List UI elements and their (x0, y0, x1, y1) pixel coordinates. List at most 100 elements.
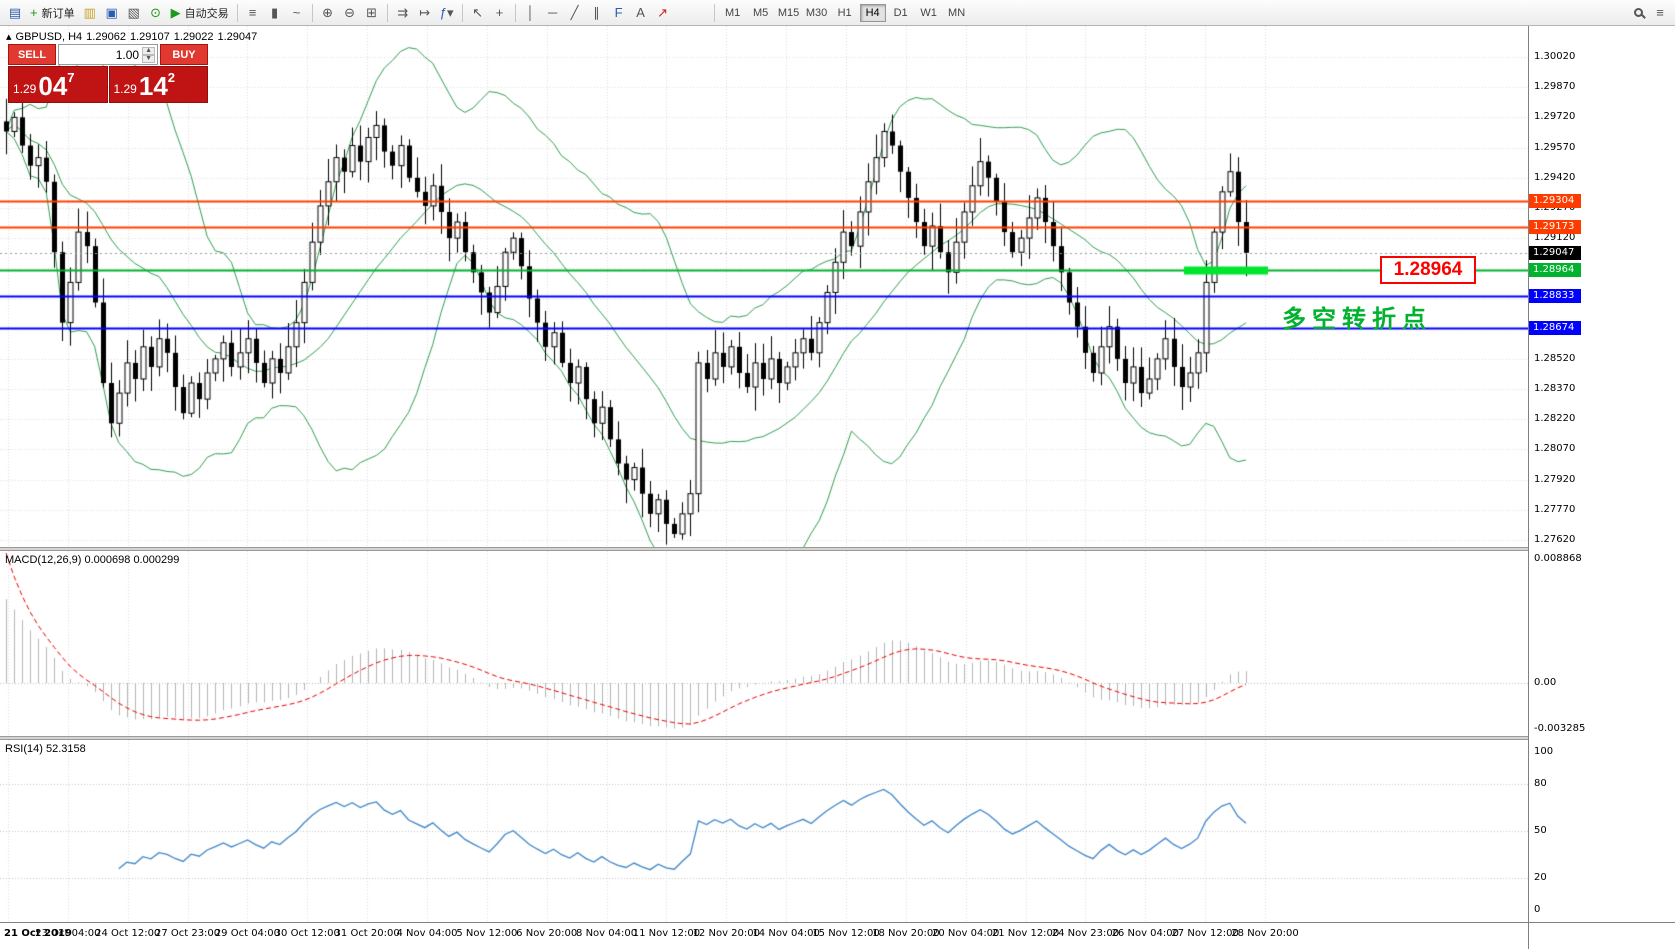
bar-chart-button[interactable]: ≡ (242, 2, 264, 23)
trendline-icon: ╱ (570, 5, 579, 20)
cursor-button[interactable]: ↖ (467, 2, 489, 23)
rsi-value: 52.3158 (45, 743, 86, 755)
fibonacci-button[interactable]: F (608, 2, 630, 23)
price-scale-label: 1.29870 (1534, 81, 1576, 93)
timeframe-d1-button[interactable]: D1 (893, 6, 908, 19)
axis-corner-divider (1528, 923, 1529, 949)
candlestick-chart-icon: ▮ (271, 5, 279, 20)
time-axis-label: 24 Oct 12:00 (95, 928, 161, 939)
macd-name: MACD(12,26,9) (5, 554, 82, 566)
text-tool-icon: A (636, 5, 645, 20)
auto-scroll-button[interactable]: ⇉ (392, 2, 414, 23)
buy-price-main: 14 (138, 71, 168, 101)
rsi-label: RSI(14) 52.3158 (5, 743, 86, 755)
time-axis-label: 23 Oct 04:00 (35, 928, 101, 939)
autotrading-button[interactable]: ▶ 自动交易 (167, 2, 233, 23)
price-scale-label: 1.27770 (1534, 503, 1576, 515)
timeframe-mn-button[interactable]: MN (948, 6, 966, 19)
lot-size-value[interactable]: 1.00 (115, 47, 140, 62)
macd-scale-label: -0.003285 (1534, 723, 1586, 734)
main-toolbar: ▤ + 新订单 ▥ ▣ ▧ ⊙ ▶ 自动交易 ≡ ▮ ~ ⊕ ⊖ ⊞ ⇉ ↦ ƒ… (0, 0, 1675, 26)
price-scale-label: 1.29570 (1534, 141, 1576, 153)
vertical-line-icon: │ (526, 5, 535, 20)
price-scale-label: 1.27620 (1534, 534, 1576, 545)
tile-windows-button[interactable]: ⊞ (361, 2, 383, 23)
macd-canvas[interactable] (0, 551, 1528, 737)
rsi-scale-label: 20 (1534, 872, 1547, 884)
chart-window-icon: ▤ (8, 5, 22, 20)
arrow-tool-button[interactable]: ↗ (652, 2, 674, 23)
toolbar-separator (713, 3, 715, 22)
lot-decrease-button[interactable]: ▼ (142, 54, 155, 63)
zoom-in-button[interactable]: ⊕ (317, 2, 339, 23)
toolbar-menu-icon: ≡ (1656, 5, 1664, 20)
timeframe-m1-button[interactable]: M1 (724, 6, 741, 19)
timeframe-m30-button[interactable]: M30 (805, 6, 828, 19)
line-chart-button[interactable]: ~ (286, 2, 308, 23)
indicators-button[interactable]: ƒ ▾ (436, 2, 458, 23)
buy-button[interactable]: BUY (160, 44, 208, 65)
zoom-out-button[interactable]: ⊖ (339, 2, 361, 23)
rsi-canvas[interactable] (0, 740, 1528, 922)
buy-price-prefix: 1.29 (113, 82, 137, 96)
chart-shift-icon: ↦ (419, 5, 431, 20)
toolbar-menu-button[interactable]: ≡ (1649, 2, 1671, 23)
open-value: 1.29062 (86, 31, 126, 43)
price-scale-label: 1.29120 (1534, 232, 1576, 244)
turning-point-note[interactable]: 多空转折点 (1282, 306, 1432, 333)
sell-price-main: 04 (38, 71, 68, 101)
sell-price[interactable]: 1.29 04 7 (8, 66, 108, 103)
horizontal-line-button[interactable]: ─ (542, 2, 564, 23)
toolbar-separator (461, 3, 463, 22)
timeframe-w1-button[interactable]: W1 (920, 6, 937, 19)
time-axis-label: 4 Nov 04:00 (396, 928, 458, 939)
trendline-button[interactable]: ╱ (564, 2, 586, 23)
crosshair-button[interactable]: + (489, 2, 511, 23)
time-axis-label: 6 Nov 20:00 (516, 928, 578, 939)
panel-separator[interactable] (0, 547, 1675, 551)
lot-increase-button[interactable]: ▲ (142, 46, 155, 55)
sell-button[interactable]: SELL (8, 44, 56, 65)
market-watch-icon: ▥ (83, 5, 96, 20)
chart-window-button[interactable]: ▤ (4, 2, 26, 23)
timeframe-h1-button[interactable]: H1 (837, 6, 852, 19)
text-tool-button[interactable]: A (630, 2, 652, 23)
channel-button[interactable]: ∥ (586, 2, 608, 23)
price-annotation-box[interactable]: 1.28964 (1380, 255, 1476, 284)
price-scale-label: 1.29420 (1534, 171, 1576, 183)
data-window-icon: ▣ (105, 5, 118, 20)
buy-price-pip: 2 (167, 70, 176, 85)
time-axis-label: 20 Nov 04:00 (931, 928, 1000, 939)
zoom-in-icon: ⊕ (322, 5, 334, 20)
panel-separator[interactable] (0, 736, 1675, 740)
time-axis-label: 28 Nov 20:00 (1231, 928, 1299, 939)
collapse-icon[interactable]: ▴ (6, 31, 12, 43)
timeframe-m5-button[interactable]: M5 (752, 6, 769, 19)
buy-price[interactable]: 1.29 14 2 (108, 66, 208, 103)
time-axis[interactable]: 21 Oct 2019 23 Oct 04:00 24 Oct 12:00 27 Oc… (0, 922, 1675, 949)
time-axis-label: 29 Oct 04:00 (214, 928, 281, 939)
time-axis-label: 24 Nov 23:00 (1051, 928, 1120, 939)
navigator-button[interactable]: ▧ (123, 2, 145, 23)
hline-price-badge: 1.29173 (1529, 220, 1581, 235)
current-price-badge: 1.29047 (1529, 245, 1581, 260)
market-watch-button[interactable]: ▥ (79, 2, 101, 23)
data-window-button[interactable]: ▣ (101, 2, 123, 23)
lot-size-field[interactable]: 1.00 ▲ ▼ (58, 44, 158, 65)
search-button[interactable] (1627, 2, 1649, 23)
navigator-icon: ▧ (127, 5, 140, 20)
refresh-button[interactable]: ⊙ (145, 2, 167, 23)
one-click-trading-panel: SELL 1.00 ▲ ▼ BUY 1.29 04 7 1.29 14 2 (8, 44, 208, 103)
candlestick-chart-button[interactable]: ▮ (264, 2, 286, 23)
timeframe-m15-button[interactable]: M15 (777, 6, 800, 19)
new-order-button[interactable]: + 新订单 (26, 2, 79, 23)
time-axis-label: 30 Oct 12:00 (274, 928, 340, 939)
main-chart-canvas[interactable] (0, 26, 1528, 548)
timeframe-h4-button[interactable]: H4 (859, 3, 886, 22)
time-axis-label: 8 Nov 04:00 (576, 928, 638, 939)
vertical-line-button[interactable]: │ (520, 2, 542, 23)
price-axis[interactable]: 1.300201.298701.297201.295701.294201.292… (1528, 26, 1675, 922)
time-axis-label: 5 Nov 12:00 (456, 928, 518, 939)
toolbar-separator (514, 3, 516, 22)
chart-shift-button[interactable]: ↦ (414, 2, 436, 23)
